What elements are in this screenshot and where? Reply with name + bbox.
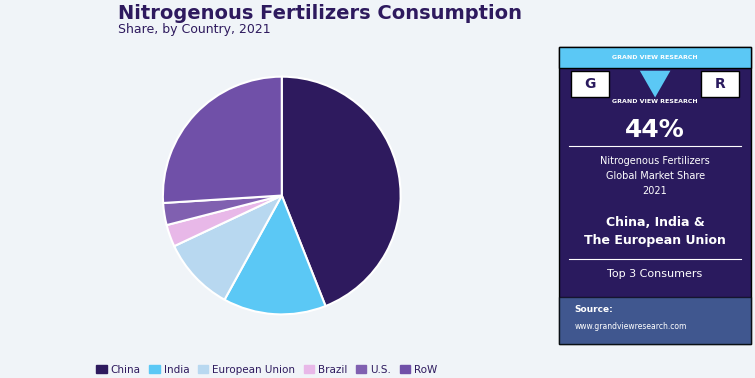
- Text: Source:: Source:: [575, 305, 614, 314]
- Text: GRAND VIEW RESEARCH: GRAND VIEW RESEARCH: [612, 99, 698, 104]
- Text: Global Market Share: Global Market Share: [606, 171, 704, 181]
- FancyBboxPatch shape: [559, 47, 750, 68]
- FancyBboxPatch shape: [559, 47, 750, 344]
- Legend: China, India, European Union, Brazil, U.S., RoW: China, India, European Union, Brazil, U.…: [97, 364, 438, 375]
- Text: 2021: 2021: [643, 186, 667, 196]
- Text: V: V: [650, 77, 661, 91]
- Text: Nitrogenous Fertilizers: Nitrogenous Fertilizers: [600, 156, 710, 166]
- Wedge shape: [163, 77, 282, 203]
- Wedge shape: [163, 195, 282, 225]
- FancyBboxPatch shape: [559, 297, 750, 344]
- Wedge shape: [224, 195, 325, 314]
- Text: R: R: [715, 77, 726, 91]
- Text: The European Union: The European Union: [584, 234, 726, 246]
- Text: GRAND VIEW RESEARCH: GRAND VIEW RESEARCH: [612, 55, 698, 60]
- Text: www.grandviewresearch.com: www.grandviewresearch.com: [575, 322, 687, 331]
- Wedge shape: [282, 77, 401, 306]
- FancyBboxPatch shape: [571, 71, 609, 98]
- Wedge shape: [167, 195, 282, 246]
- Text: 44%: 44%: [625, 118, 685, 142]
- Text: Nitrogenous Fertilizers Consumption: Nitrogenous Fertilizers Consumption: [119, 4, 522, 23]
- Wedge shape: [174, 195, 282, 300]
- Text: Share, by Country, 2021: Share, by Country, 2021: [119, 23, 271, 36]
- Polygon shape: [639, 71, 670, 98]
- FancyBboxPatch shape: [701, 71, 739, 98]
- Text: G: G: [584, 77, 596, 91]
- Text: China, India &: China, India &: [606, 216, 704, 229]
- Text: Top 3 Consumers: Top 3 Consumers: [608, 269, 703, 279]
